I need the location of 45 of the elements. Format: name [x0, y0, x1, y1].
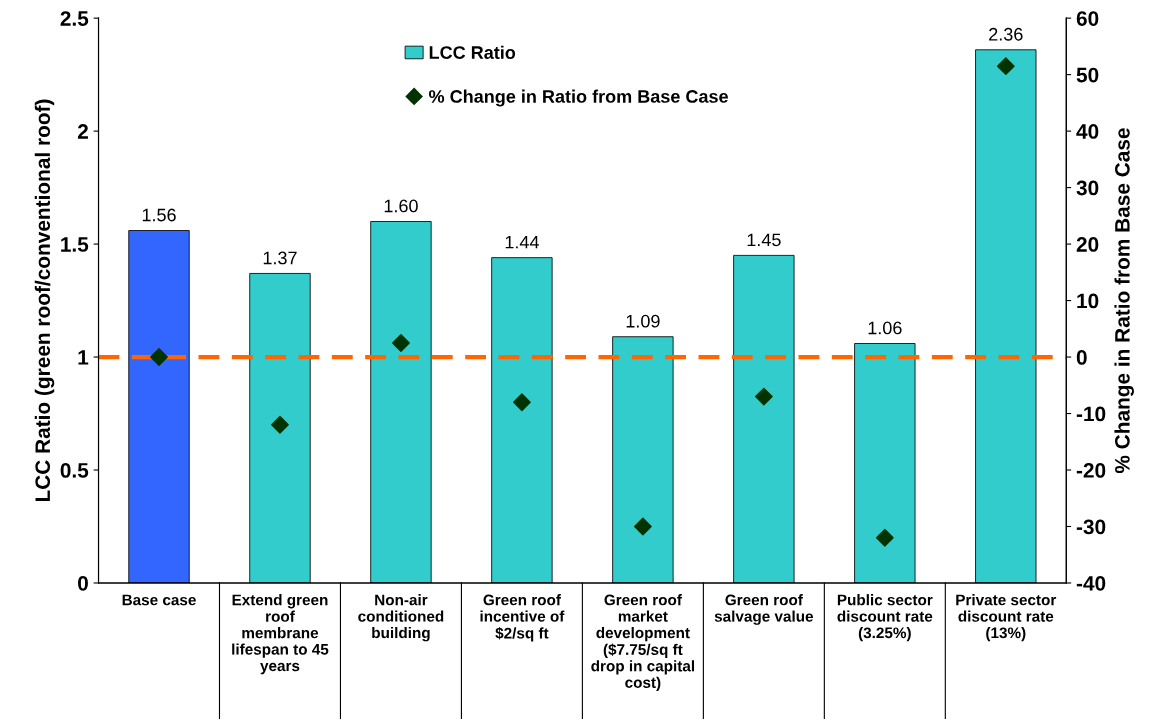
- y2-tick-label: 10: [1077, 293, 1099, 309]
- y-tick-label: 0: [78, 575, 88, 591]
- x-tick-label: Private sector discount rate (13%): [956, 594, 1057, 642]
- x-tick-label: Base case: [122, 594, 196, 606]
- point: [996, 57, 1015, 76]
- point: [271, 415, 289, 434]
- point: [150, 348, 168, 366]
- y2-tick-label: -20: [1076, 463, 1106, 478]
- y-tick-label: 1: [78, 350, 89, 365]
- point: [633, 517, 652, 536]
- y-tick-label: 2: [77, 124, 88, 139]
- point: [392, 334, 410, 352]
- data-label: 1.09: [626, 314, 660, 328]
- data-label: 1.37: [263, 251, 297, 265]
- legend-label: % Change in Ratio from Base Case: [429, 89, 728, 107]
- y2-tick-label: 50: [1076, 67, 1099, 83]
- y-tick-label: 0.5: [60, 463, 89, 478]
- y2-tick-label: -10: [1076, 406, 1106, 422]
- x-tick-label: Non-air conditioned building: [358, 594, 444, 642]
- legend-label: LCC Ratio: [429, 45, 516, 59]
- y2-tick-label: 20: [1076, 237, 1099, 252]
- y2-tick-label: -40: [1076, 575, 1106, 591]
- x-tick-label: Green roof salvage value: [714, 594, 814, 625]
- data-label: 1.44: [505, 235, 539, 249]
- y-tick-label: 2.5: [60, 11, 89, 26]
- y2-tick-label: 60: [1076, 11, 1099, 26]
- x-tick-label: Green roof incentive of $2/sq ft: [480, 594, 565, 642]
- y2-tick-label: 0: [1076, 350, 1087, 365]
- data-label: 1.56: [142, 208, 176, 222]
- y2-tick-label: -30: [1076, 519, 1106, 535]
- y2-axis-title: % Change in Ratio from Base Case: [1114, 128, 1134, 474]
- data-label: 1.60: [384, 199, 418, 213]
- data-label: 2.36: [989, 27, 1023, 41]
- y2-tick-label: 30: [1076, 180, 1099, 196]
- y-tick-label: 1.5: [61, 237, 89, 252]
- x-tick-label: Public sector discount rate (3.25%): [837, 594, 933, 642]
- y-axis-title: LCC Ratio (green roof/conventional roof): [34, 99, 55, 502]
- data-label: 1.45: [747, 233, 781, 247]
- y2-tick-label: 40: [1076, 124, 1099, 139]
- x-tick-label: Extend green roof membrane lifespan to 45 years: [232, 594, 329, 675]
- point: [513, 393, 531, 412]
- point: [754, 387, 773, 406]
- x-tick-label: Green roof market development ($7.75/sq ft drop in capital cost): [591, 594, 695, 691]
- point: [875, 528, 894, 547]
- data-label: 1.06: [868, 321, 902, 335]
